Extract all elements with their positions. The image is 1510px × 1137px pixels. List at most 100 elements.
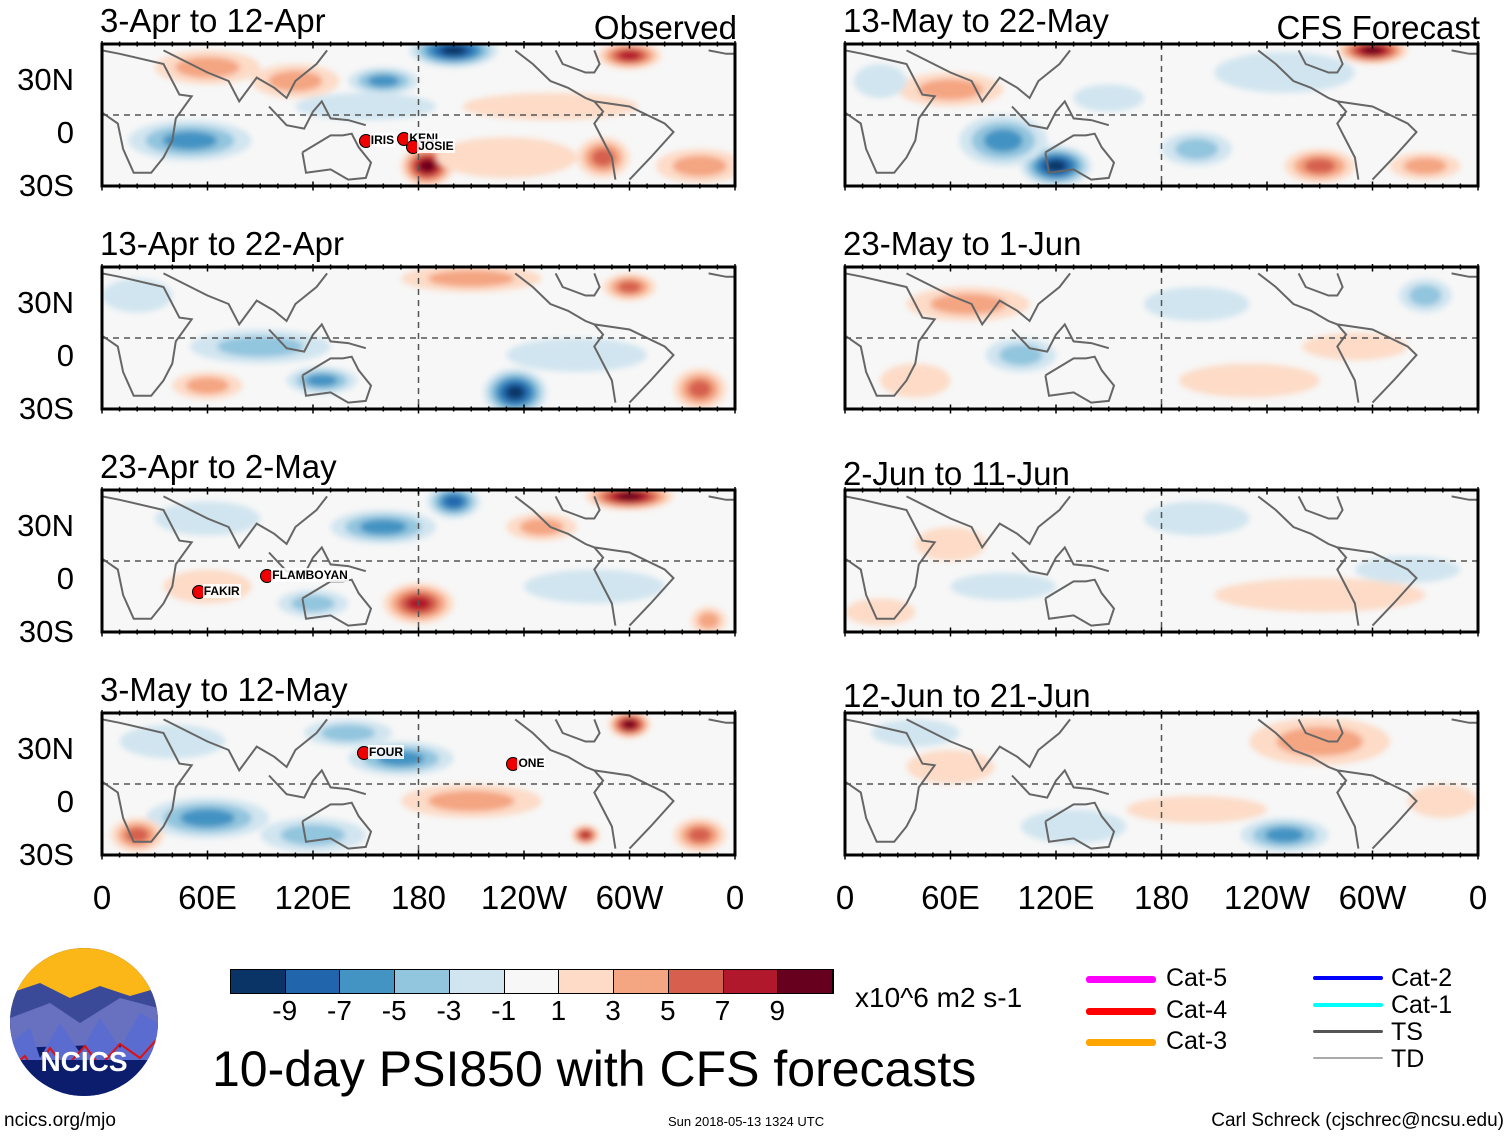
anomaly-contour — [623, 720, 636, 729]
coastline — [906, 272, 1071, 327]
coastline — [554, 49, 601, 74]
coastline — [163, 272, 328, 327]
coastline — [1451, 272, 1478, 278]
footer-timestamp: Sun 2018-05-13 1324 UTC — [668, 1114, 825, 1129]
lat-label: 30S — [18, 614, 74, 649]
anomaly-contour — [1045, 160, 1067, 172]
anomaly-contour — [672, 155, 727, 177]
coastline — [163, 495, 328, 550]
anomaly-contour — [162, 131, 218, 150]
lat-label: 30N — [17, 508, 74, 543]
coastline — [1297, 49, 1344, 74]
coastline — [845, 49, 937, 174]
legend-line-cat-2 — [1313, 976, 1383, 980]
storm-label[interactable]: ONE — [517, 755, 546, 770]
anomaly-contour — [616, 492, 643, 501]
lon-label: 120W — [480, 879, 568, 916]
coastline — [845, 272, 937, 397]
coastline — [268, 322, 367, 353]
anomaly-contour — [280, 824, 346, 846]
storm-label[interactable]: FOUR — [367, 745, 404, 760]
coastline — [102, 495, 194, 620]
coastline — [301, 578, 373, 627]
storm-label[interactable]: FLAMBOYAN — [271, 568, 349, 583]
coastline — [1451, 49, 1478, 55]
anomaly-contour — [306, 374, 338, 387]
anomaly-contour — [1143, 501, 1250, 536]
coastline — [514, 272, 675, 404]
anomaly-contour — [950, 572, 1056, 601]
anomaly-contour — [697, 612, 720, 629]
anomaly-contour — [427, 790, 515, 812]
anomaly-contour — [1214, 578, 1426, 612]
colorbar-tick-label: 9 — [769, 995, 786, 1026]
legend-line-cat-4 — [1086, 1007, 1156, 1015]
anomaly-contour — [1407, 784, 1478, 818]
logo-text: NCICS — [40, 1046, 128, 1077]
storm-label[interactable]: IRIS — [369, 132, 396, 147]
coastline — [708, 272, 735, 278]
coastline — [1044, 132, 1116, 181]
legend-label: Cat-5 — [1166, 964, 1228, 992]
coastline — [268, 768, 367, 799]
lon-label: 60W — [1338, 879, 1407, 916]
colorbar-tick-label: 7 — [714, 995, 731, 1026]
anomaly-contour — [119, 724, 226, 759]
coastline — [1257, 272, 1418, 404]
lat-label: 30S — [18, 837, 74, 872]
coastline — [845, 495, 937, 620]
map-panel — [100, 710, 737, 860]
colorbar-tick-label: -3 — [436, 995, 462, 1026]
storm-label[interactable]: JOSIE — [417, 139, 455, 154]
colorbar-swatch — [504, 970, 560, 993]
anomaly-contour — [1409, 285, 1442, 306]
lon-label: 180 — [1133, 879, 1190, 916]
coastline — [163, 718, 328, 773]
colorbar-swatch — [668, 970, 724, 993]
lon-label: 0 — [92, 879, 112, 916]
lat-label: 30N — [17, 62, 74, 97]
coastline — [1044, 578, 1116, 627]
coastline — [1011, 545, 1110, 576]
storm-label[interactable]: FAKIR — [202, 583, 241, 598]
coastline — [1011, 322, 1110, 353]
legend-label: Cat-4 — [1166, 995, 1228, 1024]
coastline — [1297, 718, 1344, 743]
coastline — [514, 49, 675, 181]
coastline — [906, 495, 1071, 550]
colorbar-swatch — [395, 970, 450, 993]
colorbar-swatch — [340, 970, 396, 993]
lat-label: 0 — [56, 784, 74, 819]
anomaly-contour — [1265, 827, 1305, 843]
lon-label: 120E — [274, 879, 352, 916]
footer-url[interactable]: ncics.org/mjo — [4, 1110, 116, 1131]
anomaly-contour — [1302, 332, 1408, 361]
map-panel — [843, 41, 1480, 191]
anomaly-contour — [185, 377, 230, 394]
anomaly-contour — [1403, 157, 1447, 175]
anomaly-contour — [1143, 287, 1250, 321]
coastline — [301, 132, 373, 181]
colorbar-swatch — [723, 970, 779, 993]
coastline — [1044, 355, 1116, 404]
legend-line-ts — [1313, 1030, 1383, 1033]
legend-label: TS — [1391, 1018, 1423, 1046]
legend-label: Cat-1 — [1391, 991, 1453, 1019]
anomaly-contour — [999, 344, 1043, 366]
lon-label: 120W — [1223, 879, 1311, 916]
map-panel — [843, 710, 1480, 860]
colorbar-tick-label: -1 — [491, 995, 517, 1026]
coastline — [554, 272, 601, 297]
lon-label: 60E — [921, 879, 980, 916]
figure-title: 10-day PSI850 with CFS forecasts — [212, 1041, 977, 1097]
coastline — [102, 718, 194, 843]
anomaly-contour — [321, 724, 376, 742]
coastline — [708, 495, 735, 501]
lat-label: 0 — [56, 115, 74, 150]
anomaly-contour — [444, 495, 463, 508]
coastline — [301, 801, 373, 850]
anomaly-contour — [688, 827, 712, 843]
lon-label: 0 — [725, 879, 745, 916]
coastline — [163, 49, 328, 104]
panel-title: 2-Jun to 11-Jun — [843, 455, 1070, 492]
